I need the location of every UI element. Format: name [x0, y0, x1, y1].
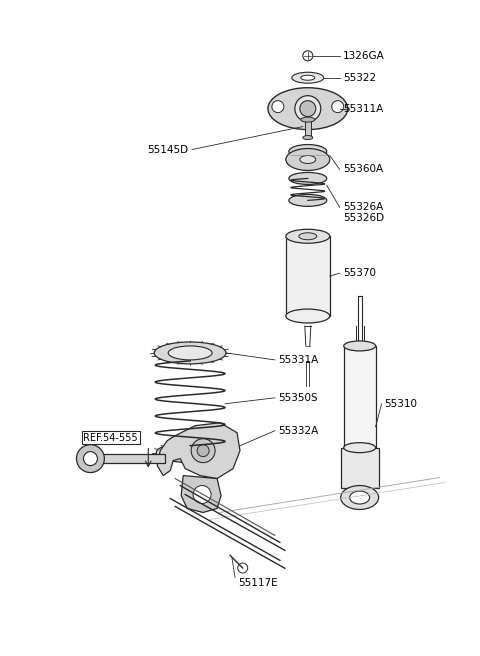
- Ellipse shape: [300, 155, 316, 163]
- Circle shape: [197, 445, 209, 457]
- Text: 55360A: 55360A: [343, 165, 383, 174]
- Circle shape: [332, 100, 344, 113]
- Text: 55350S: 55350S: [278, 393, 317, 403]
- Circle shape: [76, 445, 104, 472]
- Circle shape: [84, 451, 97, 466]
- Text: 55310: 55310: [384, 399, 418, 409]
- Bar: [90, 454, 165, 462]
- Ellipse shape: [299, 233, 317, 239]
- Ellipse shape: [286, 309, 330, 323]
- Circle shape: [272, 100, 284, 113]
- Ellipse shape: [341, 485, 379, 510]
- Text: 55117E: 55117E: [238, 578, 277, 588]
- Ellipse shape: [344, 341, 376, 351]
- Ellipse shape: [268, 88, 348, 130]
- Text: 55311A: 55311A: [343, 104, 383, 113]
- Text: 55332A: 55332A: [278, 426, 318, 436]
- Bar: [341, 447, 379, 487]
- Ellipse shape: [295, 96, 321, 121]
- Ellipse shape: [170, 447, 210, 459]
- Circle shape: [300, 100, 316, 117]
- Ellipse shape: [301, 117, 315, 122]
- Text: 55326D: 55326D: [343, 213, 384, 223]
- Ellipse shape: [286, 230, 330, 243]
- Text: 1326GA: 1326GA: [343, 51, 384, 61]
- Polygon shape: [157, 422, 240, 479]
- Text: 55145D: 55145D: [147, 144, 188, 155]
- Circle shape: [303, 51, 313, 61]
- Bar: [286, 236, 330, 316]
- Ellipse shape: [156, 443, 224, 462]
- Text: 55331A: 55331A: [278, 355, 318, 365]
- Ellipse shape: [344, 443, 376, 453]
- Ellipse shape: [350, 491, 370, 504]
- Circle shape: [238, 563, 248, 573]
- Ellipse shape: [286, 148, 330, 171]
- Ellipse shape: [154, 342, 226, 364]
- Bar: [305, 119, 311, 138]
- Text: 55370: 55370: [343, 268, 376, 278]
- Polygon shape: [181, 476, 221, 512]
- Ellipse shape: [303, 136, 313, 140]
- Circle shape: [193, 485, 211, 504]
- Ellipse shape: [289, 144, 327, 159]
- Ellipse shape: [301, 75, 315, 80]
- Ellipse shape: [292, 72, 324, 83]
- Ellipse shape: [289, 173, 327, 184]
- Ellipse shape: [289, 194, 327, 207]
- Ellipse shape: [168, 346, 212, 360]
- Circle shape: [191, 439, 215, 462]
- Bar: [344, 346, 376, 453]
- Text: 55322: 55322: [343, 73, 376, 83]
- Text: 55326A: 55326A: [343, 202, 383, 213]
- Text: REF.54-555: REF.54-555: [84, 433, 138, 443]
